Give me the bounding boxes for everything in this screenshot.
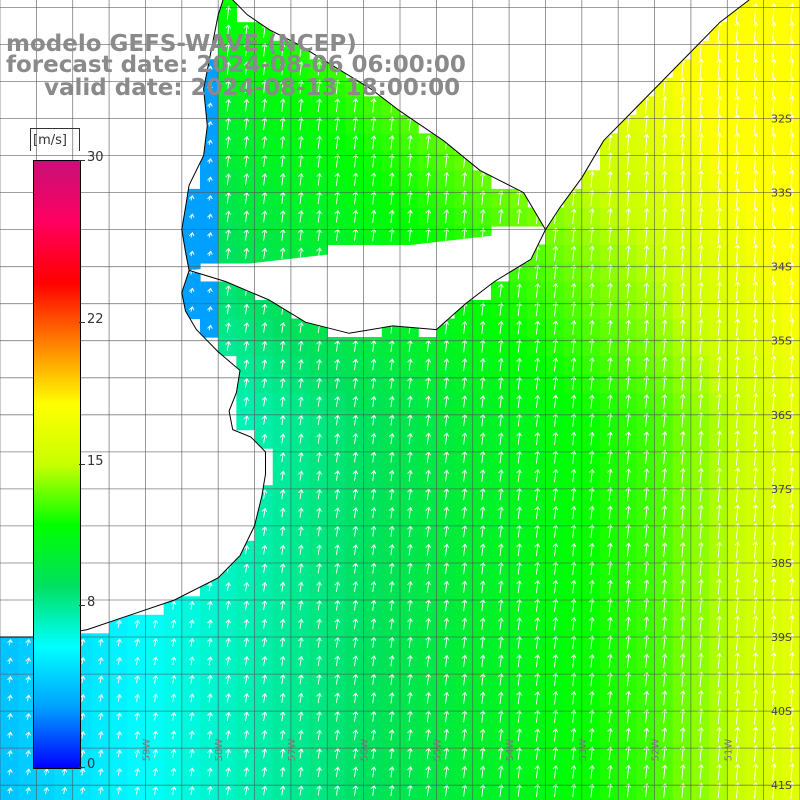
wind-cell: [436, 541, 455, 560]
wind-cell: [436, 207, 455, 226]
wind-cell: [436, 670, 455, 689]
wind-cell: [636, 652, 655, 671]
wind-cell: [527, 781, 546, 800]
wind-cell: [327, 170, 346, 189]
wind-cell: [636, 411, 655, 430]
wind-cell: [636, 763, 655, 782]
wind-cell: [527, 337, 546, 356]
wind-cell: [527, 578, 546, 597]
wind-cell: [309, 781, 328, 800]
wind-cell: [636, 615, 655, 634]
wind-cell: [236, 133, 255, 152]
wind-cell: [436, 374, 455, 393]
wind-cell: [218, 781, 237, 800]
wind-cell: [636, 559, 655, 578]
wind-cell: [109, 781, 128, 800]
wind-cell: [527, 726, 546, 745]
wind-cell: [236, 170, 255, 189]
wind-cell: [436, 707, 455, 726]
wind-cell: [527, 689, 546, 708]
wind-cell: [436, 411, 455, 430]
wind-cell: [636, 504, 655, 523]
wind-cell: [418, 781, 437, 800]
wind-cell: [436, 393, 455, 412]
wind-cell: [436, 559, 455, 578]
wind-cell: [527, 430, 546, 449]
wind-cell: [436, 596, 455, 615]
wind-cell: [764, 0, 783, 4]
wind-cell: [636, 485, 655, 504]
wind-cell: [509, 781, 528, 800]
wind-cell: [436, 522, 455, 541]
wind-cell: [236, 207, 255, 226]
wind-cell: [236, 300, 255, 319]
wind-cell: [436, 615, 455, 634]
wind-cell: [527, 393, 546, 412]
wind-cell: [436, 485, 455, 504]
wind-cell: [636, 633, 655, 652]
wind-cell: [436, 467, 455, 486]
wind-cell: [236, 781, 255, 800]
wind-cell: [527, 485, 546, 504]
wind-cell: [527, 319, 546, 338]
wind-cell: [636, 670, 655, 689]
wind-cell: [236, 244, 255, 263]
wind-cell: [127, 781, 146, 800]
wind-cell: [636, 393, 655, 412]
wind-cell: [400, 781, 419, 800]
wind-cell: [327, 781, 346, 800]
wind-cell: [236, 189, 255, 208]
wind-cell: [436, 763, 455, 782]
wind-cell: [436, 689, 455, 708]
wind-cell: [782, 0, 800, 4]
wind-cell: [436, 170, 455, 189]
wind-cell: [636, 467, 655, 486]
wind-cell: [436, 448, 455, 467]
wind-cell: [236, 319, 255, 338]
wind-cell: [436, 356, 455, 375]
wind-cell: [236, 226, 255, 245]
wind-cell: [527, 615, 546, 634]
wind-cell: [636, 448, 655, 467]
wind-cell: [436, 189, 455, 208]
wind-cell: [36, 781, 55, 800]
wind-cell: [436, 652, 455, 671]
wind-cell: [636, 541, 655, 560]
wind-cell: [636, 578, 655, 597]
wind-cell: [327, 133, 346, 152]
wind-cell: [527, 263, 546, 282]
wind-cell: [527, 411, 546, 430]
wind-cell: [527, 633, 546, 652]
wind-cell: [436, 578, 455, 597]
wind-cell: [636, 596, 655, 615]
wind-cell: [436, 504, 455, 523]
wind-cell: [436, 337, 455, 356]
wind-cell: [636, 707, 655, 726]
wind-cell: [527, 300, 546, 319]
wind-cell: [236, 115, 255, 134]
wind-cell: [636, 522, 655, 541]
wind-cell: [636, 430, 655, 449]
wind-cell: [436, 781, 455, 800]
wind-cell: [236, 152, 255, 171]
wind-cell: [527, 522, 546, 541]
wind-cell: [636, 689, 655, 708]
wind-cell: [18, 781, 37, 800]
